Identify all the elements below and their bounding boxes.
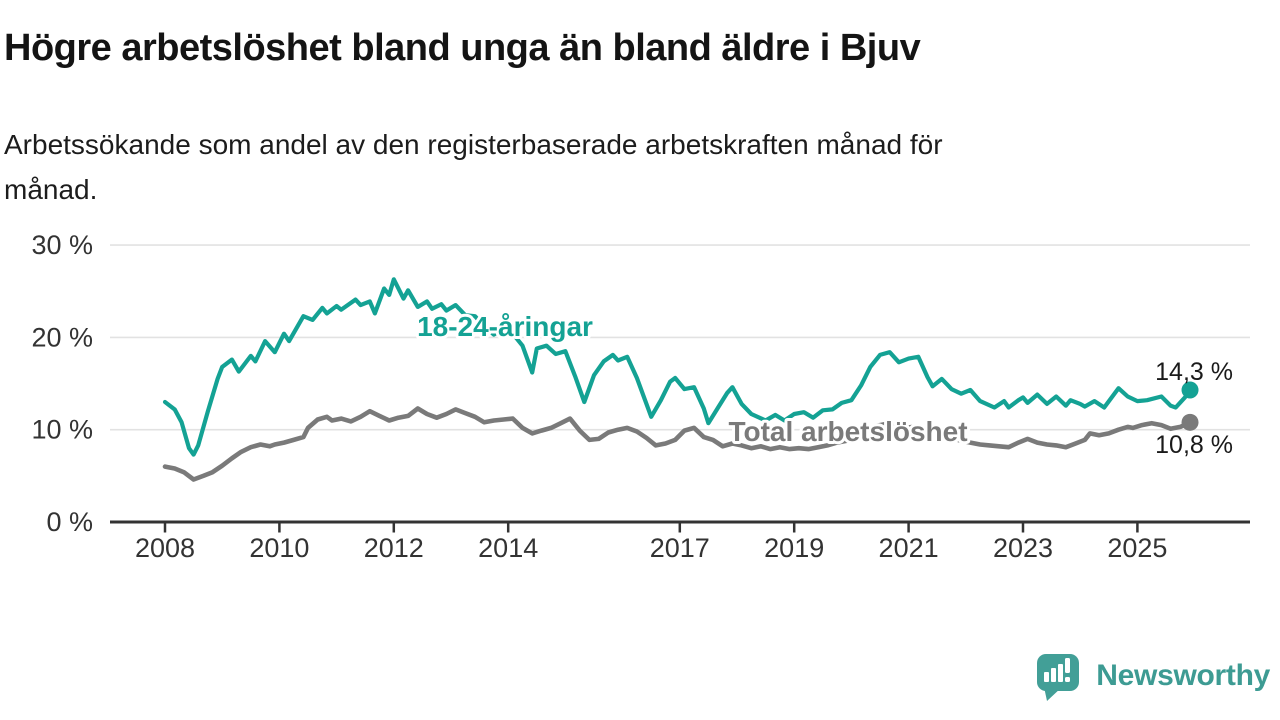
y-tick-label-20: 20 % <box>31 322 93 352</box>
y-tick-label-0: 0 % <box>46 507 93 537</box>
end-value-young: 14,3 % <box>1155 358 1233 386</box>
x-tick-label-2023: 2023 <box>993 533 1053 563</box>
chart-subtitle-line-2: månad. <box>4 174 98 205</box>
end-dot-young <box>1181 381 1199 399</box>
x-axis: 2008 2010 2012 2014 2017 2019 2021 2023 2025 <box>110 520 1250 563</box>
x-tick-label-2008: 2008 <box>135 533 195 563</box>
series-line-total <box>162 406 1193 482</box>
end-dots <box>1181 381 1199 431</box>
x-tick-label-2019: 2019 <box>764 533 824 563</box>
series-label-total: Total arbetslöshet <box>728 416 967 447</box>
series-labels: 18-24-åringar Total arbetslöshet <box>414 308 970 450</box>
end-dot-total <box>1181 413 1199 431</box>
chart-subtitle: Arbetssökande som andel av den registerb… <box>4 122 1204 212</box>
x-tick-label-2014: 2014 <box>478 533 538 563</box>
x-tick-label-2012: 2012 <box>364 533 424 563</box>
newsworthy-wordmark: Newsworthy <box>1096 659 1270 692</box>
end-value-labels: 14,3 % 10,8 % <box>1155 358 1233 459</box>
chart-subtitle-line-1: Arbetssökande som andel av den registerb… <box>4 129 943 160</box>
x-tick-label-2021: 2021 <box>879 533 939 563</box>
chart-title: Högre arbetslöshet bland unga än bland ä… <box>4 27 921 69</box>
gridlines: 0 % 10 % 20 % 30 % <box>31 230 1250 537</box>
branding: Newsworthy <box>1033 650 1272 702</box>
series-lines <box>162 277 1193 482</box>
y-tick-label-30: 30 % <box>31 230 93 260</box>
y-tick-label-10: 10 % <box>31 415 93 445</box>
series-line-young <box>162 277 1193 457</box>
logo-bar-chart-glyph <box>1044 658 1071 682</box>
end-value-total: 10,8 % <box>1155 431 1233 459</box>
x-tick-label-2017: 2017 <box>650 533 710 563</box>
x-tick-label-2010: 2010 <box>249 533 309 563</box>
newsworthy-logo-icon <box>1037 654 1080 701</box>
series-label-young: 18-24-åringar <box>417 311 593 342</box>
x-tick-label-2025: 2025 <box>1107 533 1167 563</box>
